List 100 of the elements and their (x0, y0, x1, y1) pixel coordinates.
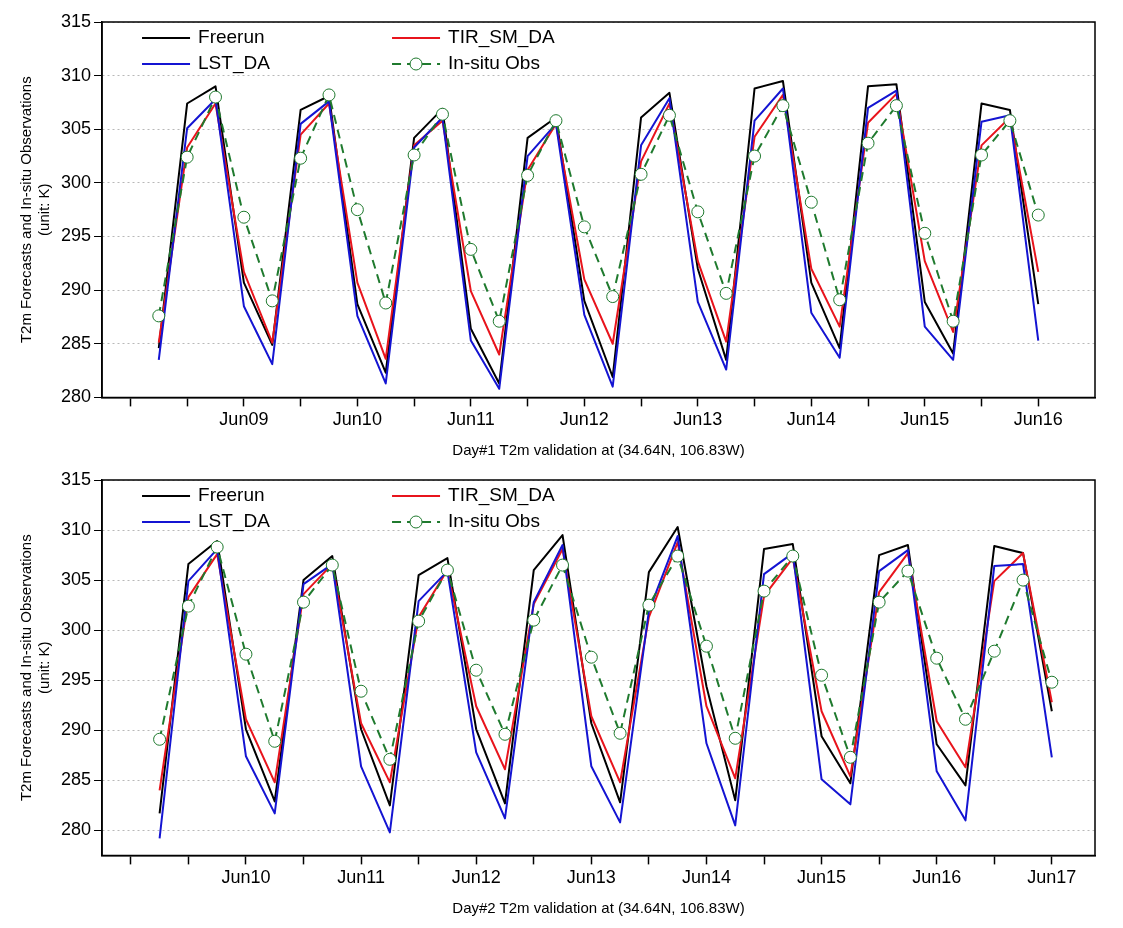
point (469, 663, 483, 677)
point (748, 149, 762, 163)
y-tick-label: 300 (60, 171, 92, 192)
legend-label: Freerun (198, 26, 265, 48)
point (889, 99, 903, 113)
y-tick-label: 290 (60, 719, 92, 740)
y-tick-label: 315 (60, 468, 92, 489)
x-tick-label: Jun16 (1013, 409, 1063, 430)
point (152, 309, 166, 323)
point (237, 210, 251, 224)
point (613, 726, 627, 740)
point (843, 750, 857, 764)
point (719, 286, 733, 300)
y-axis-title: T2m Forecasts and In-situ Observations (unit: K) (17, 534, 53, 802)
point (815, 668, 829, 682)
x-axis-title: Day#1 T2m validation at (34.64N, 106.83W) (452, 441, 745, 459)
point (671, 549, 685, 563)
legend-label: In-situ Obs (448, 510, 540, 532)
x-tick-label: Jun15 (797, 867, 847, 888)
x-tick-label: Jun14 (681, 867, 731, 888)
point (354, 684, 368, 698)
point (209, 90, 223, 104)
x-tick-label: Jun10 (332, 409, 382, 430)
point (776, 99, 790, 113)
x-tick-label: Jun12 (559, 409, 609, 430)
point (294, 151, 308, 165)
point (691, 205, 705, 219)
x-tick-label: Jun12 (451, 867, 501, 888)
point (265, 294, 279, 308)
x-tick-label: Jun17 (1027, 867, 1077, 888)
x-tick-label: Jun11 (446, 409, 495, 430)
point (181, 599, 195, 613)
y-tick-label: 305 (60, 118, 92, 139)
x-tick-label: Jun09 (219, 409, 269, 430)
y-tick-label: 315 (60, 10, 92, 31)
point (833, 293, 847, 307)
point (180, 150, 194, 164)
point (584, 650, 598, 664)
x-tick-label: Jun13 (673, 409, 723, 430)
point (1045, 675, 1059, 689)
point (412, 614, 426, 628)
legend-label: TIR_SM_DA (448, 484, 555, 507)
point (958, 712, 972, 726)
legend-label: Freerun (198, 484, 265, 506)
point (577, 220, 591, 234)
point (804, 195, 818, 209)
y-tick-label: 280 (60, 819, 92, 840)
point (527, 613, 541, 627)
point (918, 226, 932, 240)
y-tick-label: 290 (60, 279, 92, 300)
point (699, 639, 713, 653)
y-tick-label: 300 (60, 619, 92, 640)
point (662, 108, 676, 122)
point (901, 564, 915, 578)
point (521, 168, 535, 182)
point (383, 752, 397, 766)
point (464, 242, 478, 256)
point (606, 290, 620, 304)
point (728, 731, 742, 745)
point (322, 88, 336, 102)
x-tick-label: Jun16 (912, 867, 962, 888)
point (987, 644, 1001, 658)
point (861, 136, 875, 150)
y-tick-label: 285 (60, 332, 92, 353)
y-tick-label: 285 (60, 769, 92, 790)
legend-label: LST_DA (198, 52, 271, 75)
point (1003, 114, 1017, 128)
point (407, 148, 421, 162)
point (872, 595, 886, 609)
point (1016, 573, 1030, 587)
point (492, 314, 506, 328)
y-axis-title: T2m Forecasts and In-situ Observations (unit: K) (17, 76, 53, 344)
x-axis-title: Day#2 T2m validation at (34.64N, 106.83W) (452, 899, 745, 917)
x-tick-label: Jun10 (221, 867, 271, 888)
point (498, 727, 512, 741)
point (549, 114, 563, 128)
y-tick-label: 295 (60, 225, 92, 246)
legend-label: TIR_SM_DA (448, 26, 555, 49)
point (946, 314, 960, 328)
point (634, 167, 648, 181)
x-tick-label: Jun15 (900, 409, 950, 430)
y-tick-label: 310 (60, 519, 92, 540)
point (757, 584, 771, 598)
point (153, 732, 167, 746)
x-tick-label: Jun14 (786, 409, 836, 430)
x-tick-label: Jun11 (337, 867, 385, 888)
point (435, 107, 449, 121)
point (642, 598, 656, 612)
point (210, 540, 224, 554)
legend-label: In-situ Obs (448, 52, 540, 74)
point (325, 558, 339, 572)
point (556, 558, 570, 572)
point (1031, 208, 1045, 222)
point (297, 595, 310, 609)
legend-label: LST_DA (198, 510, 271, 533)
point (350, 203, 364, 217)
point (786, 549, 800, 563)
point (440, 563, 454, 577)
y-tick-label: 310 (60, 64, 92, 85)
x-tick-label: Jun13 (566, 867, 616, 888)
